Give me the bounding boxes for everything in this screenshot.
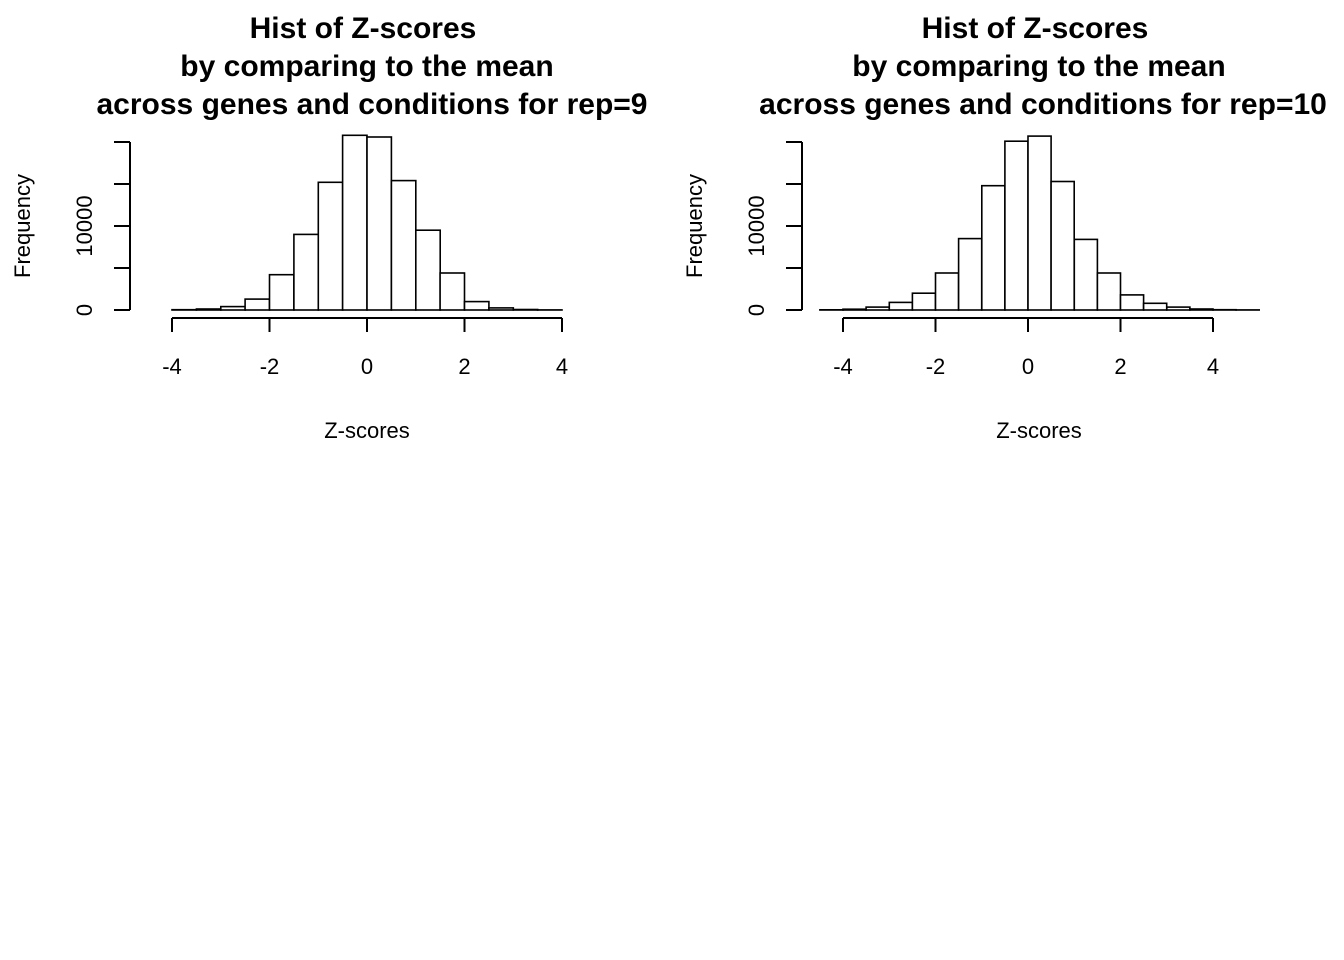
histogram-bar	[1050, 180, 1075, 311]
histogram-bar	[1073, 238, 1099, 311]
histogram-bar	[1166, 306, 1191, 311]
histogram-panel-rep10: Hist of Z-scores by comparing to the mea…	[682, 12, 1327, 443]
histogram-bar	[1027, 135, 1052, 311]
x-tick-label: 0	[361, 354, 373, 379]
histogram-bar	[341, 134, 368, 311]
histogram-bar	[463, 300, 490, 311]
histogram-bar	[911, 292, 937, 311]
x-tick-label: 0	[1022, 354, 1034, 379]
chart-title-line2: by comparing to the mean	[180, 50, 553, 83]
x-tick-label: 2	[458, 354, 470, 379]
histogram-bar	[268, 273, 295, 311]
x-axis-label: Z-scores	[324, 418, 410, 443]
histogram-bar	[414, 229, 441, 311]
x-tick-label: 4	[1207, 354, 1219, 379]
x-tick-label: -4	[833, 354, 853, 379]
histogram-bar	[512, 308, 539, 311]
x-tick-label: 4	[556, 354, 568, 379]
y-axis-label: Frequency	[10, 174, 35, 278]
y-axis: 0 10000	[72, 141, 131, 316]
x-tick-label: -4	[162, 354, 182, 379]
histogram-bar	[293, 233, 320, 311]
histogram-bar	[865, 306, 890, 311]
x-axis-label: Z-scores	[996, 418, 1082, 443]
histogram-bar	[488, 307, 515, 311]
histogram-bars	[171, 134, 563, 311]
histogram-bar	[220, 305, 247, 311]
x-tick-label: -2	[926, 354, 946, 379]
chart-title-line1: Hist of Z-scores	[922, 12, 1149, 45]
y-tick-label: 10000	[744, 195, 769, 256]
x-axis: -4 -2 0 2 4	[833, 317, 1219, 379]
histogram-bar	[1142, 302, 1168, 311]
histogram-bar	[195, 308, 222, 311]
chart-title-line1: Hist of Z-scores	[250, 12, 477, 45]
histogram-bar	[1119, 294, 1145, 311]
chart-title-line3: across genes and conditions for rep=10	[759, 88, 1327, 121]
y-axis: 0 10000	[744, 141, 803, 316]
chart-title-line2: by comparing to the mean	[852, 50, 1225, 83]
histogram-bar	[842, 308, 867, 311]
histogram-bar	[317, 181, 344, 311]
histogram-bars	[819, 135, 1260, 311]
histogram-bar	[1004, 140, 1029, 311]
y-tick-label: 0	[72, 304, 97, 316]
histogram-bar	[980, 184, 1006, 311]
x-tick-label: 2	[1114, 354, 1126, 379]
x-axis: -4 -2 0 2 4	[162, 317, 568, 379]
histogram-bar	[888, 301, 914, 311]
histogram-bar	[957, 237, 983, 311]
y-axis-label: Frequency	[682, 174, 707, 278]
histogram-panel-rep9: Hist of Z-scores by comparing to the mea…	[10, 12, 648, 443]
histogram-bar	[390, 179, 417, 311]
histogram-bar	[1096, 272, 1122, 311]
histogram-bar	[366, 136, 393, 311]
histogram-bar	[1189, 308, 1214, 311]
chart-title-line3: across genes and conditions for rep=9	[97, 88, 648, 121]
y-tick-label: 10000	[72, 195, 97, 256]
histogram-bar	[439, 272, 466, 311]
y-tick-label: 0	[744, 304, 769, 316]
histogram-bar	[934, 272, 960, 311]
histogram-bar	[244, 298, 271, 311]
x-tick-label: -2	[260, 354, 280, 379]
